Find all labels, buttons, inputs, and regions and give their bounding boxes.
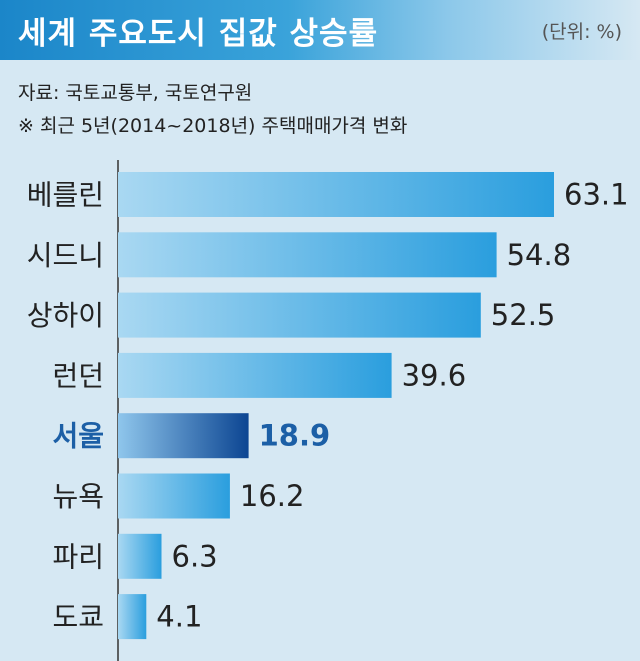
value-label-2: 52.5: [491, 298, 556, 332]
category-label-2: 상하이: [27, 299, 104, 332]
bar-1: [118, 232, 497, 278]
value-label-4: 18.9: [259, 419, 331, 453]
note-text: ※ 최근 5년(2014~2018년) 주택매매가격 변화: [18, 115, 408, 137]
bar-6: [118, 533, 162, 579]
category-label-4: 서울: [52, 420, 104, 453]
title-bar: [0, 0, 640, 60]
unit-label: (단위: %): [541, 21, 622, 43]
bar-7: [118, 594, 147, 640]
value-label-7: 4.1: [156, 600, 202, 634]
source-text: 자료: 국토교통부, 국토연구원: [18, 82, 253, 104]
category-label-0: 베를린: [27, 179, 104, 212]
category-label-6: 파리: [52, 540, 104, 573]
category-label-7: 도쿄: [52, 601, 104, 634]
bar-0: [118, 172, 554, 217]
value-label-1: 54.8: [507, 238, 572, 272]
value-label-0: 63.1: [564, 178, 629, 212]
bar-2: [118, 292, 481, 338]
bar-3: [118, 352, 392, 398]
value-label-6: 6.3: [172, 539, 218, 573]
chart-title: 세계 주요도시 집값 상승률: [18, 16, 379, 52]
bar-4: [118, 413, 249, 459]
category-label-1: 시드니: [27, 239, 104, 272]
bar-5: [118, 473, 230, 519]
value-label-5: 16.2: [240, 479, 305, 513]
category-label-3: 런던: [52, 359, 104, 392]
value-label-3: 39.6: [402, 358, 467, 392]
category-label-5: 뉴욕: [52, 480, 104, 513]
